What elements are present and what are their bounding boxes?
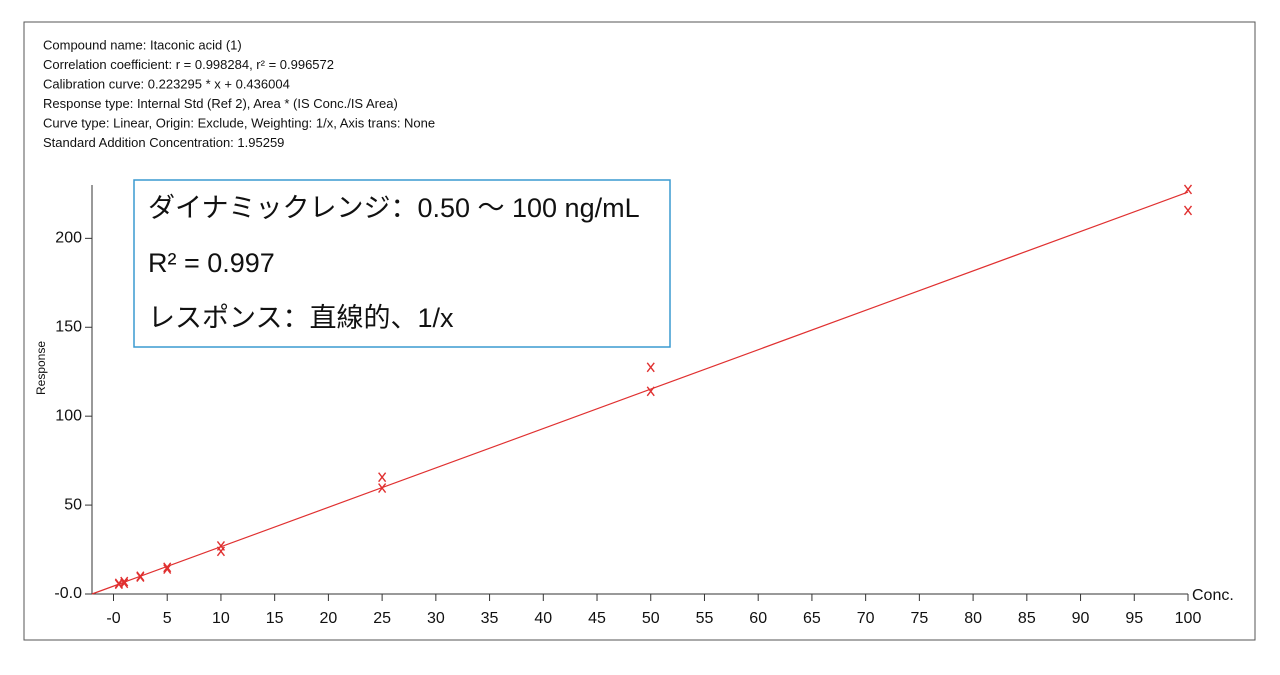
x-tick-label: 40 [534, 610, 552, 627]
x-tick-label: 95 [1125, 610, 1143, 627]
fit-line [91, 191, 1189, 595]
x-tick-label: 25 [373, 610, 391, 627]
annotation: レスポンス：直線的、1/x [148, 303, 454, 333]
x-tick-label: 15 [266, 610, 284, 627]
y-tick-label: 200 [55, 230, 82, 247]
data-point [378, 472, 387, 483]
info-line: Correlation coefficient: r = 0.998284, r… [43, 57, 334, 72]
x-tick-label: 100 [1175, 610, 1202, 627]
annotation: ダイナミックレンジ：0.50 ～ 100 ng/mL [148, 193, 640, 223]
annotation: R² = 0.997 [148, 248, 275, 278]
x-tick-label: 70 [857, 610, 875, 627]
y-tick-label: 100 [55, 407, 82, 424]
x-tick-label: 80 [964, 610, 982, 627]
x-tick-label: 60 [749, 610, 767, 627]
annotation-box [133, 179, 671, 348]
info-line: Standard Addition Concentration: 1.95259 [43, 135, 284, 150]
x-tick-label: 45 [588, 610, 606, 627]
marker-stroke [163, 564, 172, 575]
marker-stroke [646, 362, 655, 373]
info-line: Response type: Internal Std (Ref 2), Are… [43, 96, 398, 111]
marker-stroke [120, 576, 129, 587]
y-tick-label: 150 [55, 318, 82, 335]
data-point [136, 572, 145, 583]
x-tick-label: 35 [481, 610, 499, 627]
x-tick-label: 75 [910, 610, 928, 627]
frame [23, 21, 1256, 641]
marker-stroke [136, 572, 145, 583]
x-tick-label: -0 [106, 610, 120, 627]
y-axis-label: Response [34, 341, 48, 395]
data-point [163, 562, 172, 573]
x-tick-label: 20 [319, 610, 337, 627]
x-tick-label: 65 [803, 610, 821, 627]
data-point [163, 564, 172, 575]
data-point [1183, 184, 1193, 195]
x-tick-label: 85 [1018, 610, 1036, 627]
marker-stroke [1183, 205, 1193, 216]
marker-stroke [216, 546, 225, 557]
data-point [120, 578, 129, 589]
x-tick-label: 90 [1072, 610, 1090, 627]
data-point [120, 576, 129, 587]
marker-stroke [120, 578, 129, 589]
info-line: Compound name: Itaconic acid (1) [43, 37, 242, 52]
marker-stroke [378, 472, 387, 483]
x-tick-label: 50 [642, 610, 660, 627]
x-axis-label: Conc. [1192, 587, 1234, 604]
data-point [378, 483, 387, 493]
data-point [646, 386, 655, 397]
marker-stroke [163, 562, 172, 573]
info-line: Calibration curve: 0.223295 * x + 0.4360… [43, 76, 290, 91]
marker-stroke [378, 483, 387, 493]
y-tick-label: 50 [64, 496, 82, 513]
x-tick-label: 30 [427, 610, 445, 627]
info-line: Curve type: Linear, Origin: Exclude, Wei… [43, 115, 435, 130]
data-point [216, 546, 225, 557]
data-point [646, 362, 655, 373]
x-tick-label: 5 [163, 610, 172, 627]
data-point [1183, 205, 1193, 216]
marker-stroke [646, 386, 655, 397]
marker-stroke [114, 579, 123, 590]
marker-stroke [1183, 184, 1193, 195]
x-tick-label: 55 [696, 610, 714, 627]
x-tick-label: 10 [212, 610, 230, 627]
y-tick-label: -0.0 [54, 585, 82, 602]
